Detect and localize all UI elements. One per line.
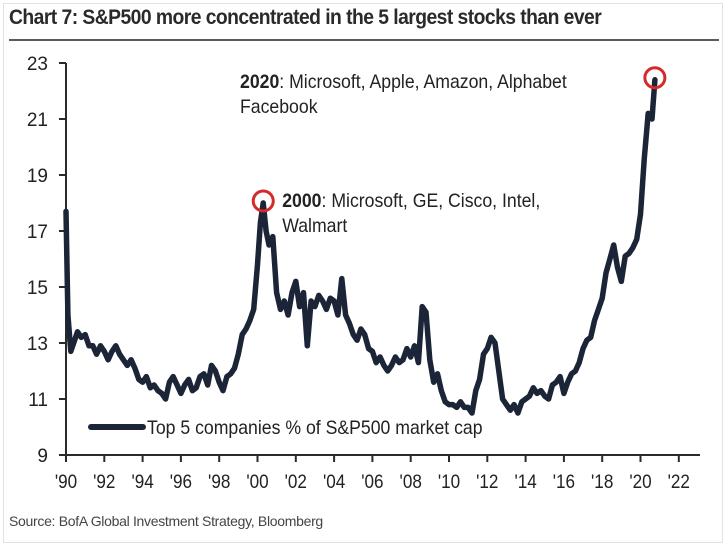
- annotation-label: 2000: Microsoft, GE, Cisco, Intel,: [282, 189, 540, 211]
- x-tick-label: '06: [361, 471, 383, 492]
- x-tick-label: '20: [629, 471, 651, 492]
- x-tick-label: '94: [131, 471, 153, 492]
- x-tick-label: '12: [476, 471, 498, 492]
- x-tick-label: '96: [170, 471, 192, 492]
- x-tick-label: '18: [591, 471, 613, 492]
- title-divider: [9, 39, 719, 41]
- annotation-year: 2020: [240, 70, 279, 92]
- y-tick-label: 13: [27, 334, 48, 355]
- annotation-label-line2: Facebook: [240, 95, 318, 117]
- y-tick-label: 23: [27, 54, 48, 75]
- y-tick-label: 15: [27, 278, 48, 299]
- x-tick-label: '98: [208, 471, 230, 492]
- legend: Top 5 companies % of S&P500 market cap: [88, 416, 483, 438]
- x-ticks: '90 '92 '94 '96 '98 '00 '02 '04 '06 '08 '10 '12 '14 '…: [55, 455, 690, 492]
- annotation-circle: [643, 66, 667, 90]
- x-tick-label: '90: [55, 471, 77, 492]
- annotation-circle: [251, 189, 275, 213]
- annotation-label-line2: Walmart: [282, 214, 347, 236]
- y-ticks: 9 11 13 15 17 19 21 23: [27, 54, 66, 467]
- x-tick-label: '16: [553, 471, 575, 492]
- x-tick-label: '10: [438, 471, 460, 492]
- chart-frame: [3, 3, 723, 543]
- annotation-label: 2020: Microsoft, Apple, Amazon, Alphabet: [240, 70, 567, 92]
- y-tick-label: 19: [27, 166, 48, 187]
- axes: [60, 63, 700, 456]
- legend-label: Top 5 companies % of S&P500 market cap: [147, 416, 483, 438]
- x-tick-label: '08: [400, 471, 422, 492]
- chart-title: Chart 7: S&P500 more concentrated in the…: [9, 6, 602, 29]
- annotations: 2000: Microsoft, GE, Cisco, Intel, Walmar…: [240, 66, 667, 236]
- source-note: Source: BofA Global Investment Strategy,…: [9, 513, 323, 529]
- series-line-0: [63, 77, 658, 416]
- x-tick-label: '00: [246, 471, 268, 492]
- series-group: [63, 77, 658, 416]
- y-tick-label: 9: [37, 446, 48, 467]
- x-tick-label: '02: [285, 471, 307, 492]
- y-tick-label: 21: [27, 110, 48, 131]
- x-tick-label: '04: [323, 471, 345, 492]
- y-tick-label: 11: [28, 390, 48, 411]
- annotation-year: 2000: [282, 189, 321, 211]
- annotation-companies: : Microsoft, Apple, Amazon, Alphabet: [279, 70, 566, 92]
- x-tick-label: '92: [93, 471, 115, 492]
- x-tick-label: '14: [514, 471, 536, 492]
- x-tick-label: '22: [668, 471, 690, 492]
- y-tick-label: 17: [27, 222, 48, 243]
- annotation-companies: : Microsoft, GE, Cisco, Intel,: [322, 189, 541, 211]
